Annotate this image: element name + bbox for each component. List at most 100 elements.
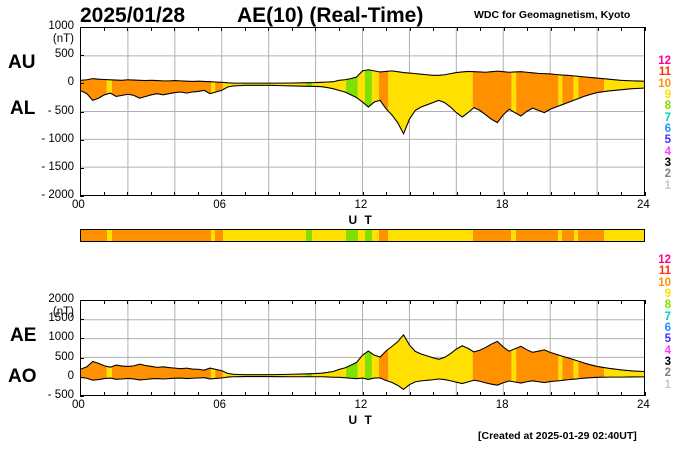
x-minor-tick: [245, 27, 246, 31]
x-minor-tick: [363, 192, 364, 196]
y-tick-mark: [80, 338, 84, 339]
created-timestamp: [Created at 2025-01-29 02:40UT]: [478, 430, 637, 442]
x-minor-tick: [457, 27, 458, 31]
x-minor-tick: [457, 300, 458, 304]
x-minor-tick: [527, 192, 528, 196]
x-minor-tick: [104, 300, 105, 304]
x-minor-tick: [598, 27, 599, 31]
x-minor-tick: [363, 300, 364, 304]
x-minor-tick: [645, 192, 646, 196]
x-minor-tick: [457, 392, 458, 396]
availability-segment: [372, 230, 379, 241]
availability-segment: [562, 230, 573, 241]
x-minor-tick: [386, 27, 387, 31]
y-tick-label: 500: [18, 351, 74, 363]
au-al-plot-panel: [80, 27, 645, 196]
x-minor-tick: [339, 392, 340, 396]
x-minor-tick: [339, 300, 340, 304]
x-minor-tick: [480, 300, 481, 304]
x-minor-tick: [127, 392, 128, 396]
station-count-legend-top: 121110987654321: [655, 56, 677, 192]
x-minor-tick: [268, 192, 269, 196]
x-minor-tick: [104, 392, 105, 396]
y-tick-mark: [80, 140, 84, 141]
x-minor-tick: [410, 27, 411, 31]
y-tick-mark: [80, 168, 84, 169]
x-minor-tick: [574, 192, 575, 196]
x-minor-tick: [221, 27, 222, 31]
x-minor-tick: [621, 27, 622, 31]
x-tick-label: 18: [496, 199, 509, 211]
x-minor-tick: [598, 392, 599, 396]
x-tick-label: 18: [496, 399, 509, 411]
y-tick-mark: [80, 319, 84, 320]
x-minor-tick: [363, 392, 364, 396]
au-al-trace: [81, 28, 644, 195]
x-tick-label: 12: [355, 399, 368, 411]
series-label-ao: AO: [8, 366, 37, 388]
y-tick-label: - 500: [18, 389, 74, 401]
y-tick-mark: [80, 112, 84, 113]
legend-entry-1: 1: [655, 181, 671, 192]
x-minor-tick: [551, 27, 552, 31]
x-minor-tick: [198, 392, 199, 396]
x-minor-tick: [504, 27, 505, 31]
y-tick-label: - 2000: [18, 189, 74, 201]
x-minor-tick: [268, 27, 269, 31]
x-minor-tick: [174, 192, 175, 196]
y-axis-unit: (nT): [18, 306, 74, 318]
x-minor-tick: [245, 192, 246, 196]
y-tick-label: 0: [18, 76, 74, 88]
x-minor-tick: [433, 392, 434, 396]
credit-label: WDC for Geomagnetism, Kyoto: [474, 9, 630, 21]
x-minor-tick: [174, 300, 175, 304]
series-label-al: AL: [10, 98, 35, 120]
x-minor-tick: [315, 27, 316, 31]
x-minor-tick: [198, 300, 199, 304]
x-minor-tick: [551, 392, 552, 396]
y-tick-label: 1000: [18, 20, 74, 32]
x-axis-title: U T: [349, 213, 374, 227]
x-minor-tick: [527, 300, 528, 304]
x-minor-tick: [551, 192, 552, 196]
x-minor-tick: [480, 27, 481, 31]
x-minor-tick: [221, 300, 222, 304]
ae-ao-plot-panel: [80, 300, 645, 396]
x-tick-label: 24: [637, 399, 650, 411]
x-minor-tick: [315, 392, 316, 396]
availability-segment: [578, 230, 604, 241]
x-tick-label: 12: [355, 199, 368, 211]
x-minor-tick: [151, 192, 152, 196]
x-minor-tick: [151, 27, 152, 31]
x-minor-tick: [480, 192, 481, 196]
x-minor-tick: [574, 392, 575, 396]
x-minor-tick: [433, 27, 434, 31]
x-minor-tick: [151, 392, 152, 396]
x-minor-tick: [433, 192, 434, 196]
x-minor-tick: [221, 192, 222, 196]
x-minor-tick: [127, 27, 128, 31]
x-minor-tick: [598, 192, 599, 196]
x-minor-tick: [504, 300, 505, 304]
x-minor-tick: [598, 300, 599, 304]
x-minor-tick: [363, 27, 364, 31]
x-minor-tick: [104, 27, 105, 31]
x-minor-tick: [574, 27, 575, 31]
y-tick-label: 2000: [18, 293, 74, 305]
y-tick-mark: [80, 55, 84, 56]
legend-entry-11: 11: [655, 67, 671, 78]
availability-segment: [365, 230, 372, 241]
x-minor-tick: [480, 392, 481, 396]
x-tick-label: 00: [72, 199, 85, 211]
x-minor-tick: [621, 392, 622, 396]
series-label-ae: AE: [10, 325, 36, 347]
x-minor-tick: [221, 392, 222, 396]
x-minor-tick: [292, 392, 293, 396]
x-minor-tick: [645, 392, 646, 396]
y-axis-unit: (nT): [18, 33, 74, 45]
x-minor-tick: [386, 192, 387, 196]
x-tick-label: 06: [213, 199, 226, 211]
x-minor-tick: [621, 300, 622, 304]
availability-segment: [346, 230, 358, 241]
x-minor-tick: [127, 192, 128, 196]
